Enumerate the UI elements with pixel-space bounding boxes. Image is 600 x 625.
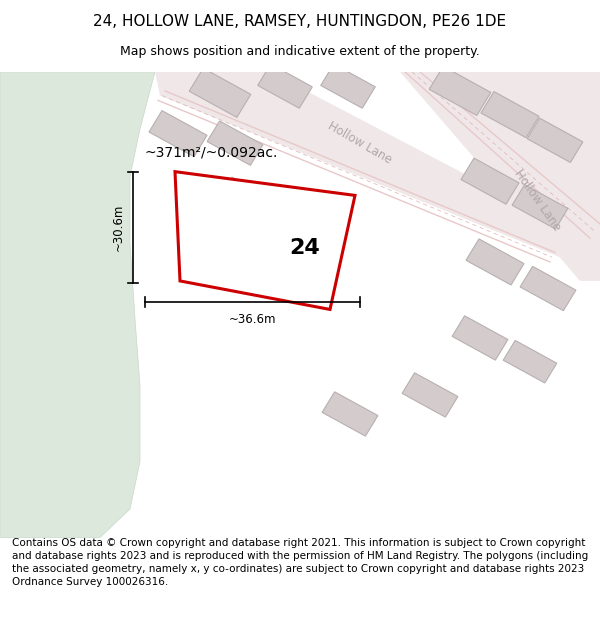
Text: Hollow Lane: Hollow Lane [511, 167, 563, 233]
Polygon shape [429, 66, 491, 116]
Polygon shape [282, 192, 338, 237]
Polygon shape [452, 316, 508, 360]
Polygon shape [149, 111, 207, 157]
Polygon shape [207, 121, 263, 165]
Polygon shape [321, 64, 375, 108]
Polygon shape [527, 118, 583, 162]
Text: 24, HOLLOW LANE, RAMSEY, HUNTINGDON, PE26 1DE: 24, HOLLOW LANE, RAMSEY, HUNTINGDON, PE2… [94, 14, 506, 29]
Text: Contains OS data © Crown copyright and database right 2021. This information is : Contains OS data © Crown copyright and d… [12, 538, 588, 587]
Polygon shape [219, 177, 277, 223]
Text: Hollow Lane: Hollow Lane [326, 119, 394, 167]
Polygon shape [0, 72, 155, 538]
Polygon shape [466, 239, 524, 285]
Text: 24: 24 [290, 238, 320, 258]
Polygon shape [402, 372, 458, 417]
Polygon shape [258, 64, 312, 108]
Polygon shape [461, 158, 519, 204]
Polygon shape [322, 392, 378, 436]
Polygon shape [189, 68, 251, 118]
Text: ~371m²/~0.092ac.: ~371m²/~0.092ac. [145, 146, 278, 159]
Polygon shape [155, 72, 560, 257]
Polygon shape [520, 266, 576, 311]
Polygon shape [503, 341, 557, 383]
Text: ~36.6m: ~36.6m [229, 313, 276, 326]
Polygon shape [481, 92, 539, 138]
Text: ~30.6m: ~30.6m [112, 204, 125, 251]
Polygon shape [175, 172, 355, 309]
Text: Map shows position and indicative extent of the property.: Map shows position and indicative extent… [120, 45, 480, 58]
Polygon shape [512, 184, 568, 229]
Polygon shape [220, 197, 340, 274]
Polygon shape [400, 72, 600, 281]
